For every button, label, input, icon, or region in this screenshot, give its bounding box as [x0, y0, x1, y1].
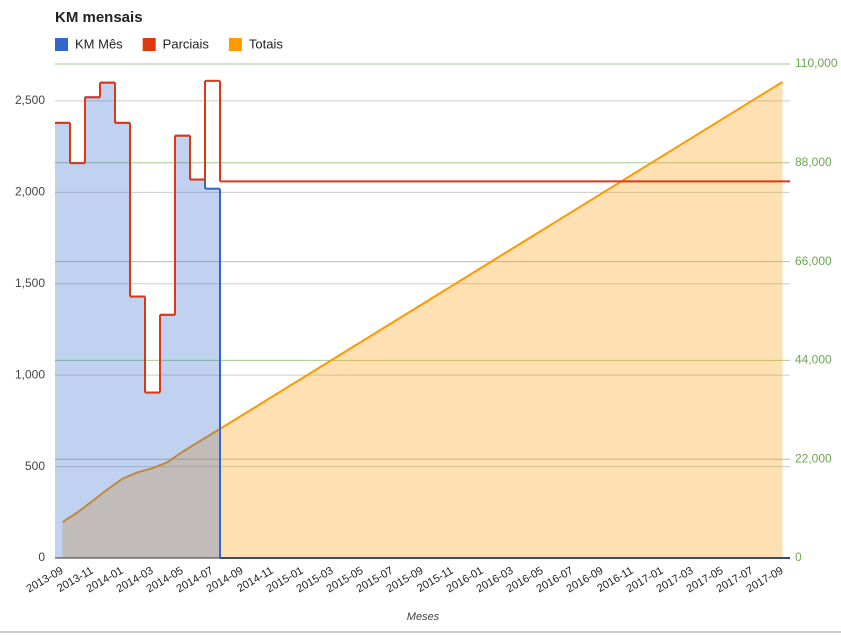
y2-tick-label: 44,000	[795, 353, 832, 367]
y2-tick-label: 22,000	[795, 451, 832, 465]
y-tick-label: 1,500	[15, 276, 45, 290]
legend-label: KM Mês	[75, 36, 123, 51]
y2-tick-label: 0	[795, 550, 802, 564]
y2-tick-label: 66,000	[795, 254, 832, 268]
step-area	[70, 163, 85, 558]
step-area	[85, 97, 100, 559]
step-area	[160, 314, 175, 558]
legend-label: Totais	[249, 36, 283, 51]
area	[62, 81, 783, 558]
step-area	[145, 392, 160, 558]
step-area	[130, 296, 145, 558]
y-tick-label: 0	[38, 550, 45, 564]
step-area	[55, 122, 70, 558]
y-tick-label: 500	[25, 459, 45, 473]
y-tick-label: 2,000	[15, 185, 45, 199]
legend-label: Parciais	[163, 36, 210, 51]
legend-swatch	[142, 38, 156, 51]
y-tick-label: 2,500	[15, 93, 45, 107]
step-area	[100, 82, 115, 558]
step-area	[205, 188, 220, 558]
line	[61, 81, 784, 523]
y2-tick-label: 110,000	[795, 56, 838, 70]
step-area	[175, 135, 190, 558]
y2-tick-label: 88,000	[795, 155, 832, 169]
x-axis-title: Meses	[407, 611, 440, 623]
legend-swatch	[228, 38, 242, 51]
chart-title: KM mensais	[55, 9, 143, 26]
y-tick-label: 1,000	[15, 367, 45, 381]
step-area	[115, 122, 130, 558]
step-area	[190, 179, 205, 558]
legend-swatch	[55, 38, 68, 51]
